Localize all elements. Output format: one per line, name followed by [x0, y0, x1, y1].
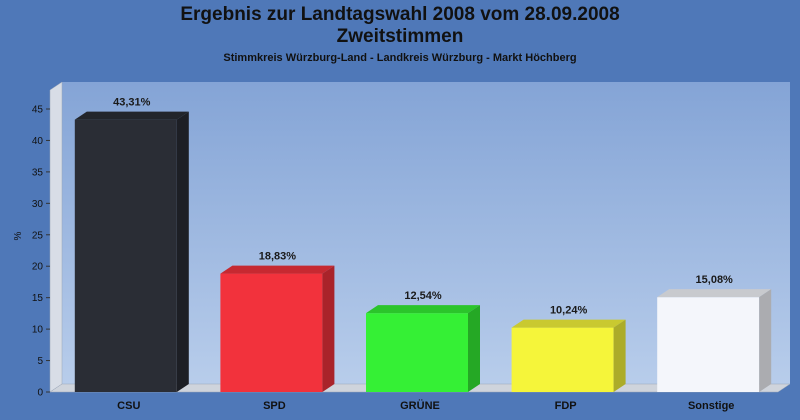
- x-tick-label: SPD: [263, 400, 286, 412]
- y-tick-label: 25: [32, 230, 44, 241]
- x-tick-label: CSU: [117, 400, 140, 412]
- x-tick-label: Sonstige: [688, 400, 734, 412]
- bar: [220, 273, 323, 392]
- bar: [657, 297, 760, 392]
- bar-side: [759, 289, 772, 392]
- y-tick-label: 5: [37, 356, 43, 367]
- bar-top: [657, 289, 772, 298]
- data-label: 10,24%: [550, 305, 588, 317]
- y-tick-label: 10: [32, 325, 44, 336]
- y-tick-label: 20: [32, 262, 44, 273]
- y-tick-label: 15: [32, 293, 44, 304]
- data-label: 12,54%: [404, 290, 442, 302]
- x-tick-label: FDP: [555, 400, 577, 412]
- bar-side: [176, 111, 189, 392]
- bar-side: [613, 319, 626, 392]
- y-tick-label: 35: [32, 167, 44, 178]
- bar-top: [220, 265, 335, 274]
- data-label: 43,31%: [113, 97, 151, 109]
- y-tick-label: 45: [32, 105, 44, 116]
- x-tick-label: GRÜNE: [400, 399, 440, 412]
- bar-side: [322, 265, 335, 392]
- bar: [366, 313, 468, 392]
- y-tick-label: 30: [32, 199, 44, 210]
- data-label: 18,83%: [259, 251, 297, 263]
- y-axis-label: %: [13, 231, 24, 240]
- bar: [74, 119, 177, 392]
- y-tick-label: 40: [32, 136, 44, 147]
- data-label: 15,08%: [696, 274, 734, 286]
- bar-top: [366, 305, 480, 314]
- plot-left-wall: [49, 81, 63, 393]
- bar: [511, 327, 614, 392]
- bar-top: [74, 111, 189, 120]
- chart-subtitle: Stimmkreis Würzburg-Land - Landkreis Wür…: [223, 52, 577, 64]
- chart-title-line2: Zweitstimmen: [336, 26, 464, 47]
- chart-title-line1: Ergebnis zur Landtagswahl 2008 vom 28.09…: [180, 4, 620, 25]
- bar-top: [511, 319, 626, 328]
- bar-side: [468, 305, 480, 392]
- chart-title: Ergebnis zur Landtagswahl 2008 vom 28.09…: [0, 4, 800, 48]
- y-tick-label: 0: [37, 388, 43, 399]
